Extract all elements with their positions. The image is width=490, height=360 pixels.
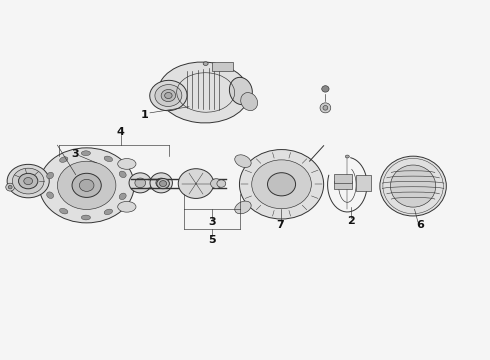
Ellipse shape — [39, 148, 134, 223]
Ellipse shape — [268, 173, 295, 196]
Ellipse shape — [129, 173, 151, 193]
Ellipse shape — [72, 173, 101, 197]
Ellipse shape — [135, 178, 146, 188]
Ellipse shape — [235, 201, 251, 214]
Ellipse shape — [119, 193, 126, 199]
Ellipse shape — [178, 169, 214, 198]
Ellipse shape — [156, 178, 167, 188]
Ellipse shape — [150, 80, 187, 111]
Ellipse shape — [320, 103, 331, 113]
Ellipse shape — [47, 192, 53, 198]
Ellipse shape — [323, 105, 328, 110]
Ellipse shape — [241, 93, 258, 111]
Ellipse shape — [79, 179, 94, 192]
Ellipse shape — [203, 62, 208, 66]
Text: 6: 6 — [416, 220, 424, 230]
Ellipse shape — [322, 86, 329, 92]
Ellipse shape — [81, 215, 91, 220]
Ellipse shape — [104, 209, 113, 215]
Ellipse shape — [240, 149, 323, 219]
Ellipse shape — [160, 181, 167, 186]
Ellipse shape — [150, 173, 172, 193]
Ellipse shape — [24, 177, 32, 185]
Text: 5: 5 — [209, 235, 216, 245]
Bar — [334, 181, 352, 189]
Ellipse shape — [217, 180, 226, 187]
Ellipse shape — [211, 179, 222, 188]
Ellipse shape — [12, 168, 44, 194]
Ellipse shape — [391, 165, 436, 207]
Ellipse shape — [119, 171, 126, 177]
Ellipse shape — [229, 77, 252, 105]
Text: 4: 4 — [117, 127, 124, 137]
Ellipse shape — [104, 156, 113, 162]
Ellipse shape — [8, 185, 12, 189]
Ellipse shape — [7, 165, 49, 198]
Ellipse shape — [161, 89, 175, 102]
Ellipse shape — [155, 85, 182, 107]
Ellipse shape — [380, 156, 446, 216]
Ellipse shape — [57, 161, 116, 210]
Ellipse shape — [118, 202, 136, 212]
Ellipse shape — [60, 157, 68, 162]
Text: 7: 7 — [277, 220, 284, 230]
Text: 2: 2 — [347, 216, 355, 226]
Ellipse shape — [6, 183, 15, 191]
Ellipse shape — [235, 155, 251, 167]
Ellipse shape — [118, 158, 136, 169]
Ellipse shape — [345, 155, 349, 158]
Text: 3: 3 — [72, 149, 79, 159]
Ellipse shape — [252, 160, 311, 209]
Ellipse shape — [60, 208, 68, 214]
Ellipse shape — [47, 172, 53, 179]
Ellipse shape — [157, 179, 170, 189]
Ellipse shape — [158, 62, 249, 123]
Bar — [334, 174, 352, 183]
Text: 3: 3 — [209, 217, 216, 227]
Ellipse shape — [19, 174, 38, 189]
Ellipse shape — [165, 93, 172, 99]
Bar — [212, 62, 233, 71]
Text: 1: 1 — [140, 110, 148, 120]
Bar — [356, 175, 371, 191]
Ellipse shape — [81, 151, 91, 156]
